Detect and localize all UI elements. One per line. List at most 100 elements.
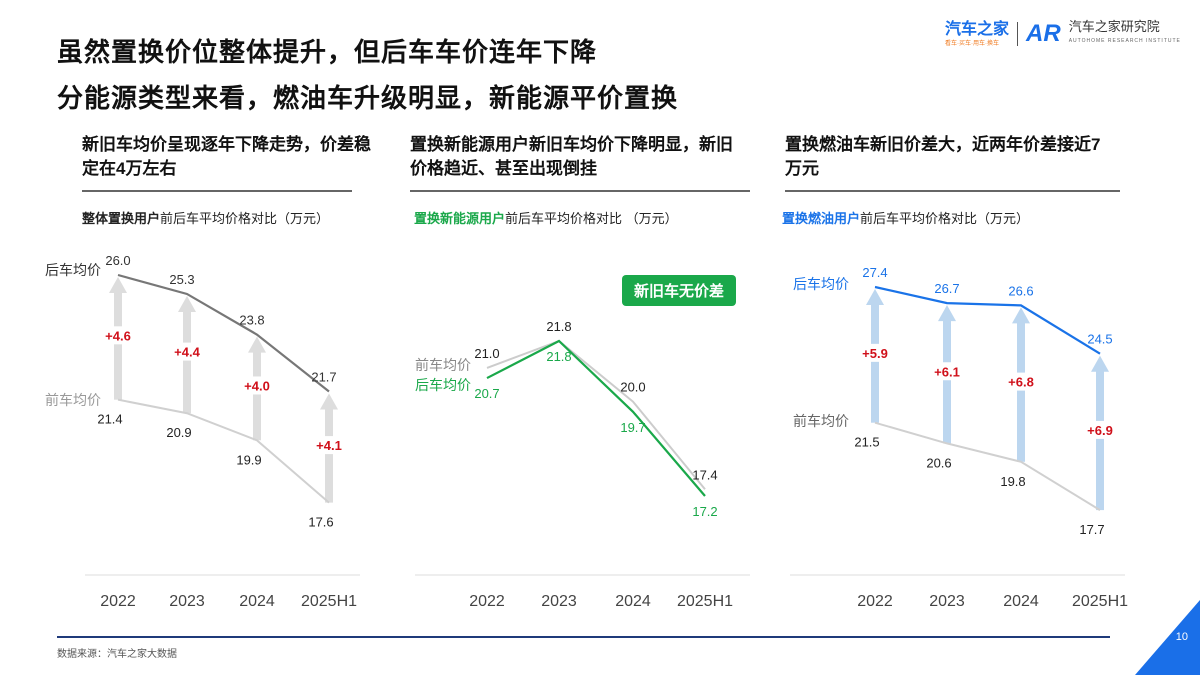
chart1-after-value: 23.8 bbox=[239, 313, 264, 328]
panel3-heading: 置换燃油车新旧价差大，近两年价差接近7万元 bbox=[785, 135, 1101, 178]
chart2-title-rest: 前后车平均价格对比 （万元） bbox=[505, 211, 678, 226]
chart2-after-value: 21.8 bbox=[546, 349, 571, 364]
chart3-after-value: 26.6 bbox=[1008, 283, 1033, 298]
logo-slogan: 看车·买车·用车·换车 bbox=[945, 40, 999, 47]
panel1-heading: 新旧车均价呈现逐年下降走势，价差稳定在4万左右 bbox=[82, 135, 371, 178]
chart1-arrow-head bbox=[109, 277, 127, 293]
logo: 汽车之家看车·买车·用车·换车 AR 汽车之家研究院 AUTOHOME RESEA… bbox=[945, 20, 1181, 48]
chart3-arrow-head bbox=[1012, 307, 1030, 324]
chart3-diff-label: +5.9 bbox=[862, 346, 888, 361]
chart3-before-value: 20.6 bbox=[926, 455, 951, 470]
chart2-legend-after: 后车均价 bbox=[415, 377, 471, 393]
chart3-diff-bg bbox=[857, 343, 893, 362]
chart2-before-value: 21.8 bbox=[546, 319, 571, 334]
chart3-x-tick: 2023 bbox=[929, 593, 965, 610]
chart2-x-tick: 2024 bbox=[615, 593, 651, 610]
chart2-line-before bbox=[486, 339, 706, 490]
panel2-heading: 置换新能源用户新旧车均价下降明显，新旧价格趋近、甚至出现倒挂 bbox=[410, 135, 733, 178]
footer-divider bbox=[57, 636, 1110, 638]
chart3-diff-bg bbox=[1082, 420, 1118, 439]
ar-logo-icon: AR bbox=[1026, 20, 1061, 47]
logo-divider bbox=[1017, 22, 1019, 46]
chart1-before-value: 19.9 bbox=[236, 452, 261, 467]
chart1-after-value: 21.7 bbox=[311, 370, 336, 385]
chart1-diff-label: +4.0 bbox=[244, 378, 270, 393]
chart1-x-tick: 2022 bbox=[100, 593, 136, 610]
chart2-x-tick: 2023 bbox=[541, 593, 577, 610]
chart3-before-value: 19.8 bbox=[1000, 474, 1025, 489]
institute-name-en: AUTOHOME RESEARCH INSTITUTE bbox=[1068, 38, 1181, 44]
panel1-divider bbox=[82, 190, 352, 192]
chart3-diff-label: +6.9 bbox=[1087, 423, 1113, 438]
page-title-line2: 分能源类型来看，燃油车升级明显，新能源平价置换 bbox=[57, 83, 679, 113]
chart3-diff-label: +6.1 bbox=[934, 364, 960, 379]
chart2-before-value: 17.4 bbox=[692, 467, 717, 482]
chart1-before-value: 21.4 bbox=[97, 412, 122, 427]
chart2-after-value: 20.7 bbox=[474, 386, 499, 401]
chart1-diff-bg bbox=[239, 376, 275, 395]
chart3-x-tick: 2025H1 bbox=[1072, 593, 1128, 610]
chart1-arrow-head bbox=[248, 336, 266, 353]
chart2-after-value: 19.7 bbox=[620, 420, 645, 435]
chart1-x-tick: 2024 bbox=[239, 593, 275, 610]
chart1-before-value: 17.6 bbox=[308, 515, 333, 530]
chart1-title: 整体置换用户前后车平均价格对比（万元） bbox=[82, 208, 329, 227]
data-source: 数据来源：汽车之家大数据 bbox=[57, 649, 177, 660]
chart1-diff-label: +4.6 bbox=[105, 328, 131, 343]
chart2-legend-before: 前车均价 bbox=[415, 357, 471, 373]
chart3-diff-label: +6.8 bbox=[1008, 375, 1034, 390]
logo-brand: 汽车之家 bbox=[945, 20, 1010, 38]
chart2-before-value: 20.0 bbox=[620, 380, 645, 395]
chart3-legend-before: 前车均价 bbox=[793, 413, 849, 429]
chart2-title-bold: 置换新能源用户 bbox=[414, 211, 506, 226]
chart3-after-value: 26.7 bbox=[934, 281, 959, 296]
chart3-before-value: 17.7 bbox=[1079, 522, 1104, 537]
chart1-line-before bbox=[117, 398, 330, 504]
page-corner bbox=[1135, 600, 1200, 675]
no-price-gap-badge: 新旧车无价差 bbox=[622, 275, 737, 306]
chart1-arrow-head bbox=[178, 295, 196, 312]
chart1-title-rest: 前后车平均价格对比（万元） bbox=[160, 211, 330, 226]
institute-name: 汽车之家研究院 bbox=[1068, 19, 1160, 34]
chart3-legend-after: 后车均价 bbox=[793, 276, 849, 292]
chart3-line-after bbox=[874, 285, 1101, 355]
chart3-arrow-head bbox=[938, 305, 956, 322]
chart1-legend-after: 后车均价 bbox=[45, 262, 101, 278]
chart2-before-value: 21.0 bbox=[474, 346, 499, 361]
chart1-arrow-shaft bbox=[114, 291, 122, 400]
chart1-legend-before: 前车均价 bbox=[45, 392, 101, 408]
chart1-x-tick: 2025H1 bbox=[301, 593, 357, 610]
chart1-diff-label: +4.4 bbox=[174, 345, 200, 360]
chart1-diff-bg bbox=[100, 326, 136, 345]
chart3-arrow-shaft bbox=[1096, 369, 1104, 511]
panel2-divider bbox=[410, 190, 750, 192]
chart3-line-before bbox=[874, 421, 1101, 511]
chart2-line-after bbox=[486, 339, 706, 497]
chart1-arrow-shaft bbox=[183, 309, 191, 414]
chart3-x-tick: 2022 bbox=[857, 593, 893, 610]
chart1-arrow-shaft bbox=[325, 407, 333, 503]
chart3-diff-bg bbox=[929, 362, 965, 381]
chart1-before-value: 20.9 bbox=[166, 425, 191, 440]
logo-institute: 汽车之家研究院 AUTOHOME RESEARCH INSTITUTE bbox=[1069, 20, 1181, 48]
chart3-after-value: 24.5 bbox=[1087, 332, 1112, 347]
chart3-arrow-shaft bbox=[943, 319, 951, 444]
chart1-x-tick: 2023 bbox=[169, 593, 205, 610]
chart1-diff-bg bbox=[169, 342, 205, 361]
chart3-title-rest: 前后车平均价格对比（万元） bbox=[860, 211, 1030, 226]
chart1-diff-label: +4.1 bbox=[316, 438, 342, 453]
page-number: 10 bbox=[1175, 631, 1188, 643]
chart3-arrow-shaft bbox=[1017, 321, 1025, 462]
chart2-title: 置换新能源用户前后车平均价格对比 （万元） bbox=[414, 208, 678, 227]
chart3-arrow-head bbox=[866, 289, 884, 305]
chart2-x-tick: 2022 bbox=[469, 593, 505, 610]
page-title-line1: 虽然置换价位整体提升，但后车车价连年下降 bbox=[57, 37, 598, 67]
chart1-after-value: 26.0 bbox=[105, 253, 130, 268]
chart3-arrow-shaft bbox=[871, 303, 879, 423]
chart3-arrow-head bbox=[1091, 355, 1109, 372]
chart3-diff-bg bbox=[1003, 372, 1039, 391]
chart3-before-value: 21.5 bbox=[854, 435, 879, 450]
chart3-x-tick: 2024 bbox=[1003, 593, 1039, 610]
chart1-title-bold: 整体置换用户 bbox=[82, 211, 161, 226]
